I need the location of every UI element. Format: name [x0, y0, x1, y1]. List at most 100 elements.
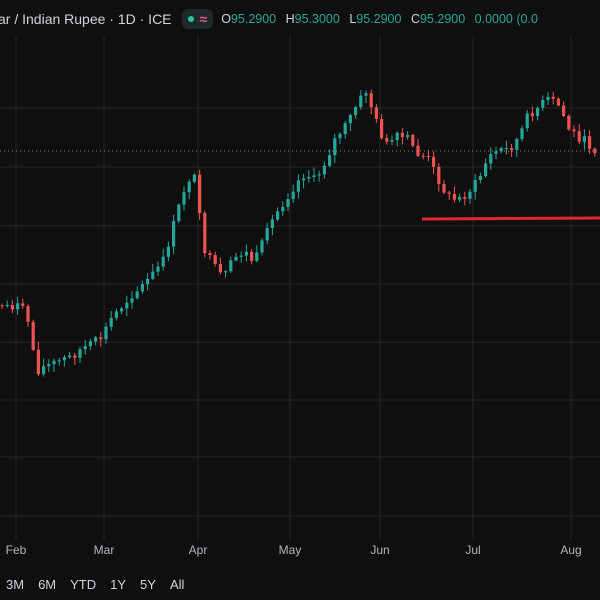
candle-body [322, 165, 326, 175]
x-tick-label: Aug [560, 543, 581, 557]
range-3m[interactable]: 3M [6, 577, 25, 592]
candle-body [452, 193, 456, 200]
candle-body [328, 155, 332, 166]
ohlc-close: 95.2900 [419, 12, 466, 26]
range-all[interactable]: All [169, 577, 185, 592]
candle-body [494, 151, 498, 154]
candle-body [478, 176, 482, 181]
ohlc-change: 0.0000 (0.0 [474, 12, 538, 26]
candle-body [400, 132, 404, 138]
candle-body [10, 304, 14, 310]
candle-body [239, 255, 243, 257]
horizontal-level-line[interactable] [421, 216, 600, 221]
candle-body [525, 113, 529, 129]
candle-body [515, 139, 519, 150]
x-tick-label: Mar [94, 543, 115, 557]
candle-body [281, 207, 285, 212]
candle-body [442, 183, 446, 193]
candle-body [421, 155, 425, 157]
range-5y[interactable]: 5Y [140, 577, 156, 592]
ohlc-key-high: H [285, 12, 295, 26]
candle-body [546, 96, 550, 100]
ohlc-low: 95.2900 [356, 12, 402, 26]
candle-body [104, 326, 108, 340]
candle-body [57, 360, 61, 362]
candle-body [177, 204, 181, 222]
range-1y[interactable]: 1Y [110, 577, 127, 592]
candle-body [198, 174, 202, 214]
candle-body [296, 180, 300, 192]
candle-body [140, 284, 144, 292]
candle-body [218, 263, 222, 273]
candle-body [302, 178, 306, 181]
candle-body [26, 306, 30, 322]
candle-body [203, 213, 207, 254]
candle-body [187, 181, 191, 193]
candle-body [260, 240, 264, 253]
candle-body [213, 255, 217, 264]
range-ytd[interactable]: YTD [70, 577, 97, 592]
candle-body [307, 176, 311, 179]
candle-body [364, 93, 368, 96]
symbol-title[interactable]: ar / Indian Rupee · 1D · ICE [0, 11, 172, 27]
candle-body [88, 341, 92, 347]
candle-body [468, 191, 472, 199]
candle-body [499, 148, 503, 152]
candle-body [94, 337, 98, 342]
candle-body [572, 129, 576, 132]
candle-body [359, 95, 363, 108]
candle-body [374, 107, 378, 120]
candle-body [348, 115, 352, 124]
candle-body [47, 364, 51, 367]
candle-body [229, 260, 233, 272]
candle-body [551, 96, 555, 99]
candle-body [567, 116, 571, 130]
candle-body [338, 134, 342, 139]
candle-body [224, 271, 228, 273]
candle-body [484, 163, 488, 177]
candle-body [556, 98, 560, 106]
candle-body [250, 251, 254, 261]
candle-body [182, 192, 186, 205]
candle-body [291, 191, 295, 200]
candle-body [146, 278, 150, 285]
candle-body [536, 107, 540, 117]
candle-body [52, 360, 56, 365]
candle-body [510, 148, 514, 150]
x-axis-ticks: Feb Mar Apr May Jun Jul Aug [6, 543, 582, 557]
candle-body [437, 166, 441, 184]
ohlc-open: 95.2900 [230, 12, 277, 26]
market-open-icon [187, 16, 194, 22]
candle-body [208, 253, 212, 256]
candle-body [432, 156, 436, 167]
candle-body [192, 174, 196, 182]
candle-body [31, 321, 35, 350]
status-badge[interactable]: ≈ [181, 9, 214, 29]
candle-body [270, 219, 274, 228]
candle-body [68, 355, 72, 358]
candle-body [390, 140, 394, 142]
candle-body [520, 128, 524, 140]
ohlc-key-open: O [221, 12, 231, 26]
candle-body [16, 303, 20, 310]
candle-body [369, 93, 373, 108]
candle-body [489, 153, 493, 164]
chart-legend: ar / Indian Rupee · 1D · ICE ≈ O95.2900 … [0, 8, 544, 30]
candle-body [73, 355, 77, 358]
candle-body [120, 308, 124, 312]
candle-body [21, 303, 25, 307]
candle-body [151, 271, 155, 279]
candle-body [78, 349, 82, 358]
candle-body [172, 221, 176, 247]
candle-body [36, 349, 40, 375]
ohlc-key-close: C [410, 12, 420, 26]
candle-body [447, 192, 451, 194]
ohlc-key-low: L [349, 12, 357, 26]
candle-body [416, 145, 420, 156]
range-selector: 3M 6M YTD 1Y 5Y All [6, 577, 184, 592]
range-6m[interactable]: 6M [38, 577, 57, 592]
candle-body [426, 155, 430, 157]
candle-body [354, 107, 358, 116]
candle-body [156, 266, 160, 272]
